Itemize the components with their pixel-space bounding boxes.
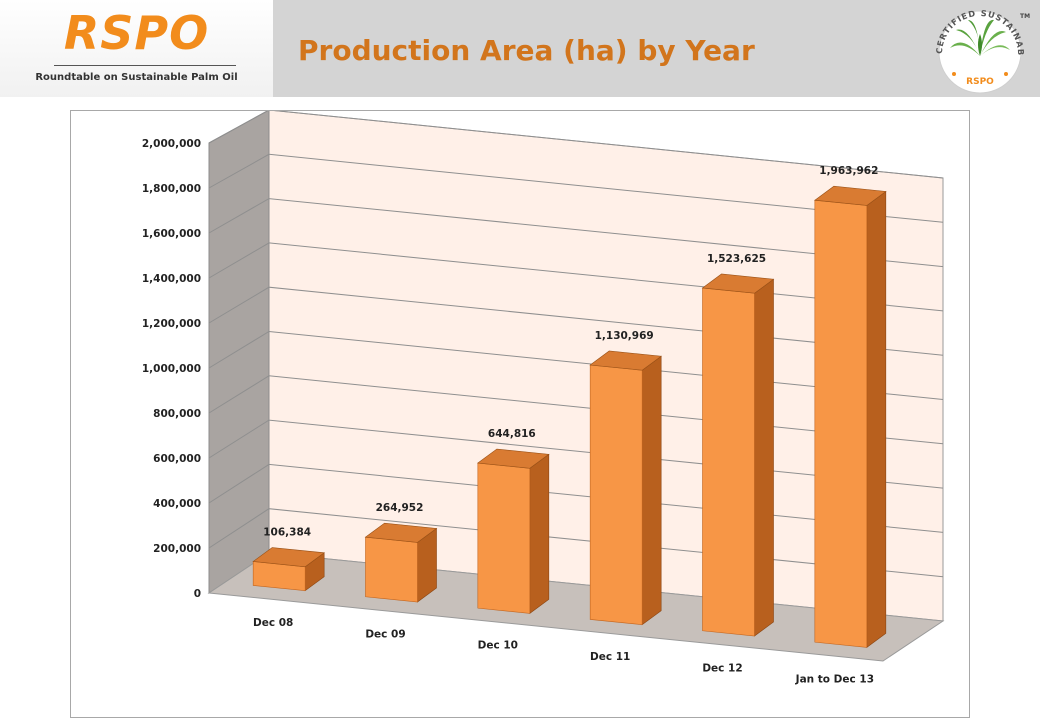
bar-side xyxy=(866,190,887,648)
title-panel xyxy=(273,0,1040,97)
brand-logo: RSPO xyxy=(63,6,210,60)
data-label: 1,523,625 xyxy=(707,253,766,265)
bar xyxy=(477,462,531,614)
bar xyxy=(814,199,868,648)
x-category-label: Jan to Dec 13 xyxy=(795,674,874,686)
logo-panel: RSPO Roundtable on Sustainable Palm Oil xyxy=(0,0,273,97)
header: RSPO Roundtable on Sustainable Palm Oil … xyxy=(0,0,1040,97)
y-tick-label: 1,200,000 xyxy=(142,318,201,330)
bar xyxy=(365,536,418,603)
y-tick-label: 1,000,000 xyxy=(142,363,201,375)
x-category-label: Dec 11 xyxy=(590,651,630,663)
y-tick-label: 600,000 xyxy=(153,453,201,465)
y-tick-label: 1,400,000 xyxy=(142,273,201,285)
data-label: 106,384 xyxy=(263,527,311,539)
y-tick-label: 400,000 xyxy=(153,498,201,510)
chart-frame: 0 200,000 400,000 600,000 800,000 1,000,000 1,… xyxy=(70,110,970,718)
bar-top xyxy=(701,273,775,294)
data-label: 644,816 xyxy=(488,428,536,440)
bar-side xyxy=(529,453,550,614)
bar xyxy=(702,287,755,637)
bar-top xyxy=(477,448,550,469)
bar-top xyxy=(364,522,438,543)
brand-divider xyxy=(54,65,236,66)
bar-side xyxy=(754,278,774,637)
y-tick-label: 0 xyxy=(194,588,201,600)
y-tick-label: 1,800,000 xyxy=(142,183,201,195)
gridline xyxy=(208,111,944,179)
x-category-label: Dec 08 xyxy=(253,617,293,629)
y-tick-label: 1,600,000 xyxy=(142,228,201,240)
bar-top xyxy=(252,547,325,568)
y-tick-label: 800,000 xyxy=(153,408,201,420)
gridline xyxy=(208,153,944,223)
bar-chart: 0 200,000 400,000 600,000 800,000 1,000,000 1,… xyxy=(142,111,945,686)
bar-top xyxy=(814,185,887,206)
seal-brand: RSPO xyxy=(966,77,994,87)
bar-top xyxy=(589,350,662,371)
brand-subtitle: Roundtable on Sustainable Palm Oil xyxy=(35,72,238,83)
data-label: 1,130,969 xyxy=(595,330,654,342)
data-label: 1,963,962 xyxy=(819,165,878,177)
y-tick-label: 200,000 xyxy=(153,543,201,555)
x-category-label: Dec 12 xyxy=(702,662,742,674)
y-tick-label: 2,000,000 xyxy=(142,138,201,150)
trademark-mark: TM xyxy=(1020,13,1030,20)
page-title: Production Area (ha) by Year xyxy=(298,34,755,67)
gridline xyxy=(208,198,944,268)
data-label: 264,952 xyxy=(376,502,424,514)
palm-fronds-icon xyxy=(950,19,1010,56)
bar xyxy=(589,364,643,626)
x-category-label: Dec 10 xyxy=(478,640,518,652)
certified-palm-seal-icon: CERTIFIED SUSTAINABLE PALM OIL RSPO TM xyxy=(928,4,1030,94)
x-category-label: Dec 09 xyxy=(365,628,405,640)
bar-side xyxy=(641,355,662,626)
